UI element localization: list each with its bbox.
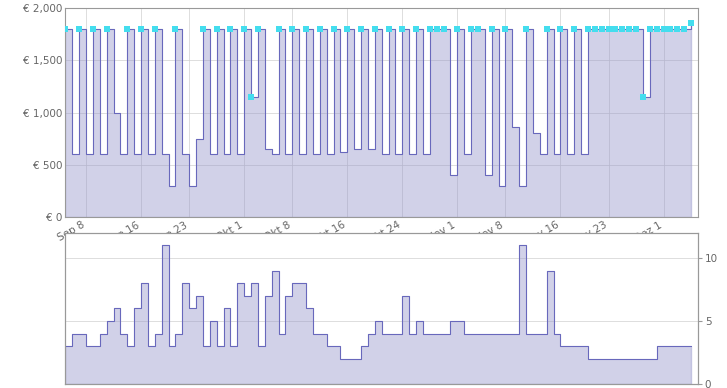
Point	[651, 26, 662, 32]
Point	[610, 26, 622, 32]
Point	[521, 26, 532, 32]
Point	[424, 26, 435, 32]
Point	[603, 26, 614, 32]
Point	[630, 26, 642, 32]
Point	[149, 26, 161, 32]
Point	[396, 26, 408, 32]
Point	[472, 26, 483, 32]
Point	[87, 26, 99, 32]
Point	[211, 26, 222, 32]
Point	[286, 26, 298, 32]
Point	[672, 26, 683, 32]
Point	[410, 26, 422, 32]
Point	[101, 26, 113, 32]
Point	[121, 26, 133, 32]
Point	[465, 26, 477, 32]
Point	[678, 26, 690, 32]
Point	[686, 20, 697, 26]
Point	[555, 26, 566, 32]
Point	[438, 26, 449, 32]
Point	[135, 26, 147, 32]
Point	[486, 26, 497, 32]
Point	[451, 26, 463, 32]
Point	[73, 26, 85, 32]
Point	[369, 26, 381, 32]
Point	[658, 26, 670, 32]
Point	[238, 26, 250, 32]
Point	[197, 26, 209, 32]
Point	[569, 26, 580, 32]
Point	[245, 94, 257, 100]
Point	[589, 26, 601, 32]
Point	[356, 26, 367, 32]
Point	[582, 26, 594, 32]
Point	[431, 26, 443, 32]
Point	[541, 26, 553, 32]
Point	[596, 26, 608, 32]
Point	[225, 26, 236, 32]
Point	[616, 26, 628, 32]
Point	[623, 26, 635, 32]
Point	[273, 26, 284, 32]
Point	[664, 26, 676, 32]
Point	[382, 26, 394, 32]
Point	[314, 26, 326, 32]
Point	[644, 26, 656, 32]
Point	[252, 26, 264, 32]
Point	[300, 26, 312, 32]
Point	[637, 94, 648, 100]
Point	[499, 26, 511, 32]
Point	[342, 26, 353, 32]
Point	[328, 26, 340, 32]
Point	[169, 26, 181, 32]
Point	[60, 26, 71, 32]
